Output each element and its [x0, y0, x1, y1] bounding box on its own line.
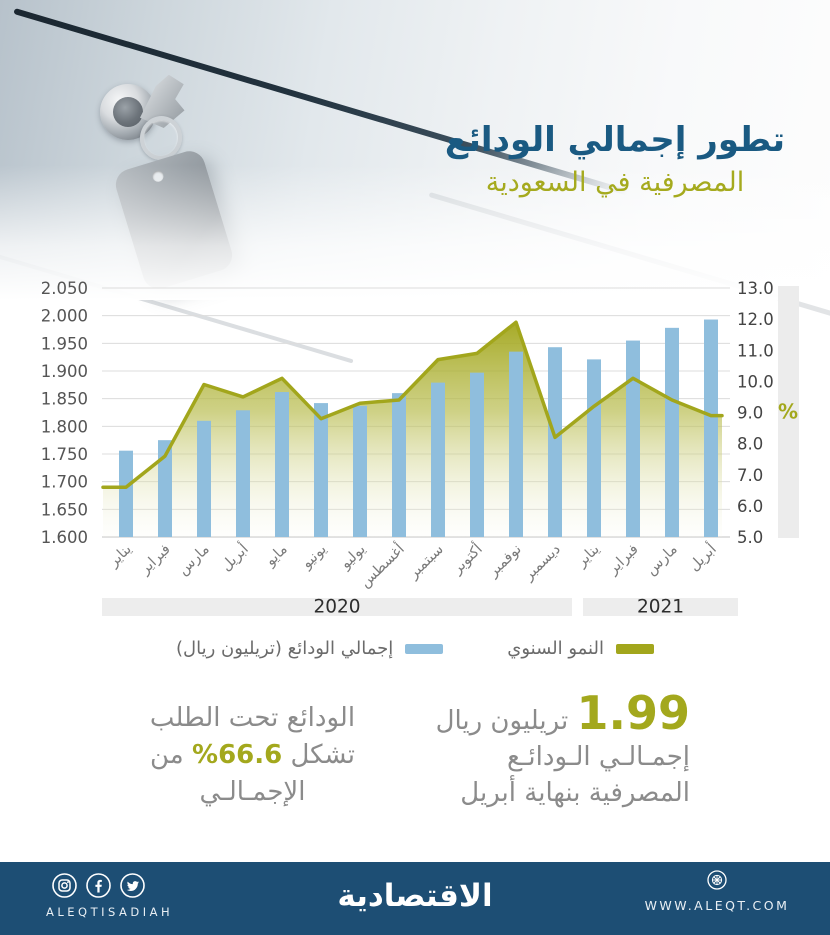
lock-icon — [100, 84, 156, 140]
left-axis-tick: 1.600 — [41, 528, 88, 547]
right-axis-tick: 12.0 — [737, 310, 774, 329]
month-label: مارس — [175, 541, 213, 578]
left-axis-tick: 1.700 — [41, 473, 88, 492]
deposit-bar — [119, 450, 133, 537]
deposit-bar — [236, 410, 250, 537]
title-block: تطور إجمالي الودائع المصرفية في السعودية — [405, 118, 825, 202]
year-band — [102, 598, 572, 616]
deposit-bar — [665, 327, 679, 537]
year-band — [583, 598, 738, 616]
page-title: تطور إجمالي الودائع — [444, 120, 786, 160]
month-label: نوفمبر — [485, 541, 525, 580]
website-url[interactable]: WWW.ALEQT.COM — [644, 898, 790, 913]
right-axis-tick: 11.0 — [737, 341, 774, 360]
right-axis-tick: 5.0 — [737, 528, 763, 547]
deposits-legend-label: إجمالي الودائع (تريليون ريال) — [176, 638, 394, 659]
month-label: يناير — [105, 541, 135, 570]
deposits-legend-swatch — [405, 643, 444, 654]
deposit-bar — [470, 372, 484, 537]
legend-item-deposits: إجمالي الودائع (تريليون ريال) — [176, 638, 444, 659]
twitter-icon[interactable] — [120, 873, 145, 898]
key-tag — [111, 147, 237, 293]
stat-line-1: الودائع تحت الطلب — [149, 703, 356, 733]
growth-legend-swatch — [615, 643, 654, 654]
key-tag-hole — [151, 169, 165, 184]
growth-legend-label: النمو السنوي — [507, 638, 604, 659]
left-axis-tick: 2.050 — [41, 279, 88, 298]
left-axis-tick: 1.650 — [41, 500, 88, 519]
deposit-bar — [197, 420, 211, 537]
right-axis-unit: % — [778, 400, 798, 424]
chart-canvas: 2.050 2.000 1.950 1.900 1.850 1.800 1.750 1.700… — [41, 279, 799, 618]
year-band-label: 2020 — [313, 597, 360, 618]
month-label: مايو — [262, 541, 291, 570]
total-deposits-stat: 1.99 تريليون ريال إجمـالـي الـودائـع الم… — [360, 690, 690, 812]
deposit-bar — [314, 403, 328, 537]
right-axis-tick: 9.0 — [737, 404, 763, 423]
month-label: ديسمبر — [520, 541, 564, 584]
right-axis-tick: 8.0 — [737, 435, 763, 454]
key-photo-background — [0, 0, 830, 364]
stat-percentage: 66.6% — [192, 739, 283, 770]
month-label: يناير — [573, 541, 603, 570]
brand-logo: الاقتصادية — [337, 878, 493, 914]
deposit-bar — [704, 319, 718, 537]
stat-line-2: تشكل 66.6% من — [150, 739, 355, 770]
right-axis-tick: 13.0 — [737, 279, 774, 298]
stat-unit: تريليون ريال — [435, 706, 569, 736]
growth-area — [103, 322, 722, 537]
deposit-bar — [587, 359, 601, 537]
deposit-bar — [548, 347, 562, 537]
keyring-icon — [135, 112, 187, 164]
month-label: يونيو — [298, 541, 330, 572]
left-axis-tick: 1.800 — [41, 417, 88, 436]
facebook-icon[interactable] — [86, 873, 111, 898]
deposit-bar — [392, 393, 406, 537]
stat-line-2: إجمـالـي الـودائـع — [506, 741, 690, 772]
stat-value: 1.99 — [576, 686, 691, 740]
deposit-bar — [626, 340, 640, 537]
month-label: مارس — [643, 541, 681, 578]
deposit-bar — [158, 440, 172, 537]
globe-icon — [707, 870, 727, 890]
deposit-bar — [431, 382, 445, 537]
left-axis-tick: 2.000 — [41, 307, 88, 326]
month-label: أكتوبر — [447, 539, 486, 578]
right-axis-tick: 6.0 — [737, 497, 763, 516]
month-label: فبراير — [604, 541, 641, 578]
month-label: سبتمبر — [405, 541, 447, 582]
right-axis-tick: 10.0 — [737, 372, 774, 391]
instagram-icon[interactable] — [52, 873, 77, 898]
left-axis-tick: 1.850 — [41, 390, 88, 409]
chart-legend: النمو السنوي إجمالي الودائع (تريليون ريا… — [0, 638, 830, 659]
page-subtitle: المصرفية في السعودية — [485, 166, 745, 198]
month-label: فبراير — [136, 541, 173, 578]
stat-line-3: الإجمـالـي — [199, 776, 306, 807]
deposit-bar — [509, 351, 523, 537]
deposits-chart: 2.050 2.000 1.950 1.900 1.850 1.800 1.750 1.700… — [0, 278, 830, 638]
right-axis-strip — [778, 286, 799, 538]
website-block: WWW.ALEQT.COM — [632, 870, 802, 913]
left-axis-tick: 1.950 — [41, 334, 88, 353]
growth-line — [101, 320, 724, 489]
month-label: أبريل — [684, 539, 720, 574]
month-label: أبريل — [216, 539, 252, 574]
left-axis-tick: 1.900 — [41, 362, 88, 381]
social-icons — [52, 873, 145, 898]
stat-line-3: المصرفية بنهاية أبريل — [460, 777, 690, 808]
deposit-bar — [275, 392, 289, 537]
stat-line-1: 1.99 تريليون ريال — [360, 690, 690, 740]
lock-core — [113, 97, 143, 127]
right-axis-tick: 7.0 — [737, 466, 763, 485]
deposit-bar — [353, 405, 367, 537]
footer-bar: ALEQTISADIAH الاقتصادية WWW.ALEQT.COM — [0, 862, 830, 935]
left-axis-tick: 1.750 — [41, 445, 88, 464]
legend-item-growth: النمو السنوي — [507, 638, 654, 659]
social-handle: ALEQTISADIAH — [46, 905, 174, 919]
year-band-label: 2021 — [637, 597, 684, 618]
month-label: يوليو — [337, 541, 369, 573]
demand-deposits-stat: الودائع تحت الطلب تشكل 66.6% من الإجمـال… — [115, 700, 390, 811]
key-icon — [135, 73, 190, 131]
